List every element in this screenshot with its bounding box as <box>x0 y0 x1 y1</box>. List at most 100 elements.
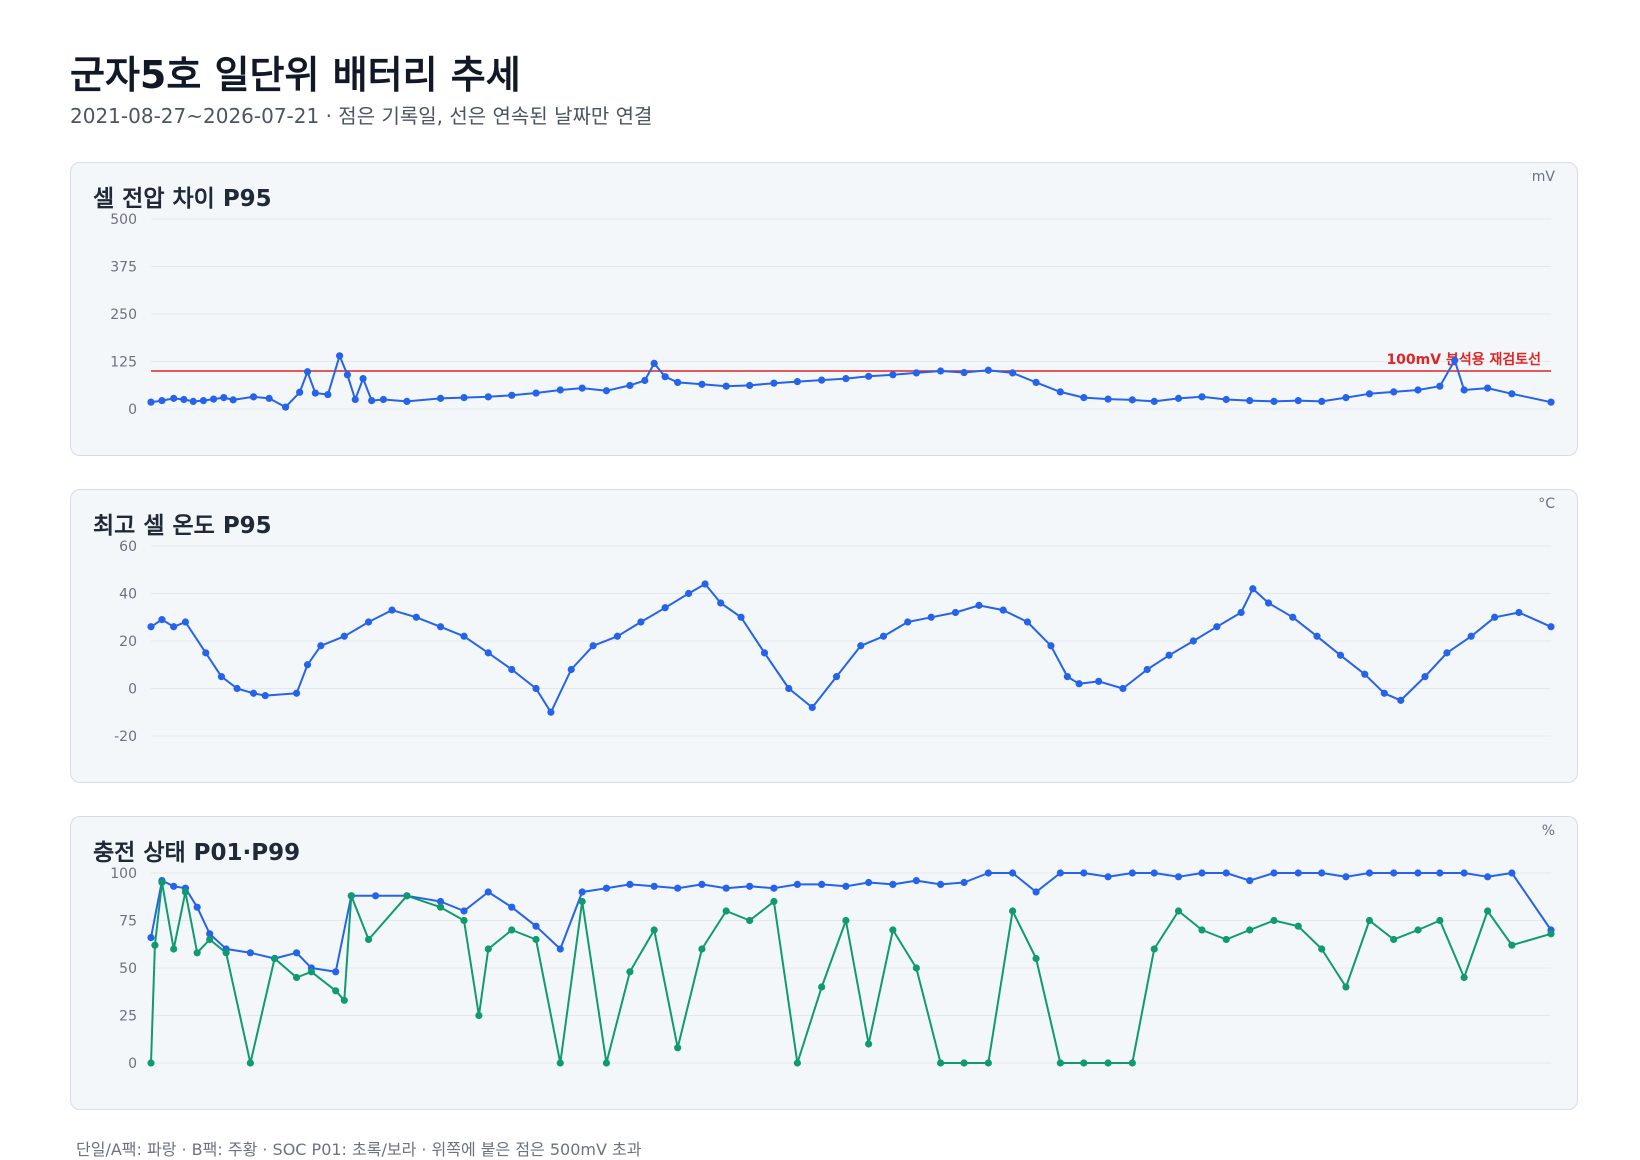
data-point <box>1318 397 1326 405</box>
data-point <box>332 987 340 995</box>
data-point <box>371 892 380 900</box>
data-point <box>1289 613 1297 621</box>
data-point <box>1318 869 1326 877</box>
data-point <box>1119 684 1127 693</box>
y-tick-label: 75 <box>119 914 137 930</box>
data-point <box>556 386 564 394</box>
data-point <box>460 916 468 925</box>
data-point <box>170 945 178 953</box>
data-point <box>217 673 226 681</box>
y-tick-label: 125 <box>110 355 137 371</box>
data-point <box>436 903 445 911</box>
data-point <box>1270 916 1278 925</box>
data-point <box>1104 873 1112 881</box>
data-point <box>1451 356 1459 364</box>
data-point <box>1336 651 1345 659</box>
data-point <box>1128 869 1136 877</box>
data-point <box>1063 673 1071 681</box>
data-point <box>1128 1059 1136 1067</box>
data-point <box>368 397 376 405</box>
data-point <box>210 395 218 403</box>
data-point <box>567 665 575 674</box>
data-point <box>1443 649 1451 657</box>
data-point <box>343 371 352 379</box>
data-point <box>261 692 269 700</box>
data-point <box>602 387 611 395</box>
data-point <box>1313 632 1321 640</box>
data-point <box>842 375 850 383</box>
data-point <box>808 703 816 712</box>
data-point <box>722 382 730 390</box>
panel-title: 충전 상태 P01·P99 <box>93 840 301 866</box>
data-point <box>403 397 411 405</box>
data-point <box>508 926 516 934</box>
panel-unit: % <box>1541 823 1555 839</box>
data-point <box>347 892 355 900</box>
data-point <box>951 608 960 617</box>
data-point <box>889 371 897 379</box>
data-point <box>475 1011 483 1020</box>
data-point <box>332 968 340 976</box>
data-point <box>1056 388 1064 396</box>
data-point <box>170 882 178 890</box>
data-point <box>770 897 778 906</box>
data-point <box>1414 386 1422 394</box>
data-point <box>1294 922 1302 930</box>
data-point <box>484 393 492 401</box>
y-tick-label: 375 <box>110 260 137 276</box>
data-point <box>879 632 888 640</box>
data-point <box>364 618 373 626</box>
data-point <box>793 880 801 888</box>
data-point <box>857 642 865 650</box>
data-point <box>1515 608 1523 617</box>
data-point <box>1460 386 1468 394</box>
data-point <box>912 369 920 377</box>
data-point <box>1189 637 1197 645</box>
data-point <box>674 1044 682 1052</box>
y-tick-label: 0 <box>128 1056 137 1072</box>
data-point <box>1095 677 1103 685</box>
data-point <box>1397 696 1405 704</box>
data-point <box>181 618 190 626</box>
data-point <box>335 352 344 360</box>
data-point <box>1270 397 1278 405</box>
y-tick-label: 25 <box>119 1009 137 1025</box>
data-point <box>532 684 540 693</box>
data-point <box>1508 390 1516 398</box>
data-point <box>1264 599 1273 607</box>
y-tick-label: 0 <box>128 402 137 418</box>
data-point <box>388 606 396 614</box>
page-subtitle: 2021-08-27~2026-07-21 · 점은 기록일, 선은 연속된 날… <box>70 104 653 128</box>
data-point <box>233 684 241 693</box>
data-point <box>1547 930 1555 938</box>
data-point <box>1237 608 1245 617</box>
data-point <box>229 396 237 404</box>
data-point <box>311 389 319 397</box>
data-point <box>1484 907 1492 915</box>
data-point <box>508 665 516 674</box>
y-tick-label: 40 <box>119 587 137 603</box>
data-point <box>1508 941 1516 949</box>
data-point <box>206 930 214 938</box>
data-point <box>1174 907 1183 915</box>
data-point <box>1491 613 1499 621</box>
data-point <box>1222 935 1230 944</box>
data-point <box>1080 394 1088 402</box>
data-point <box>412 613 420 621</box>
threshold-label: 100mV 분석용 재검토선 <box>1386 351 1541 368</box>
data-point <box>1249 585 1257 593</box>
data-point <box>1342 394 1350 402</box>
data-point <box>193 949 201 957</box>
data-point <box>984 366 992 374</box>
data-point <box>865 1040 873 1048</box>
data-point <box>865 878 873 887</box>
data-point <box>1365 916 1374 925</box>
data-point <box>158 878 166 887</box>
data-point <box>746 916 754 925</box>
data-point <box>1198 926 1206 934</box>
data-point <box>1460 973 1468 982</box>
data-point <box>613 632 622 640</box>
data-point <box>698 945 706 953</box>
chart-max-cell-temp: -20 0 20 40 60 <box>114 539 1555 745</box>
data-point <box>436 897 445 906</box>
